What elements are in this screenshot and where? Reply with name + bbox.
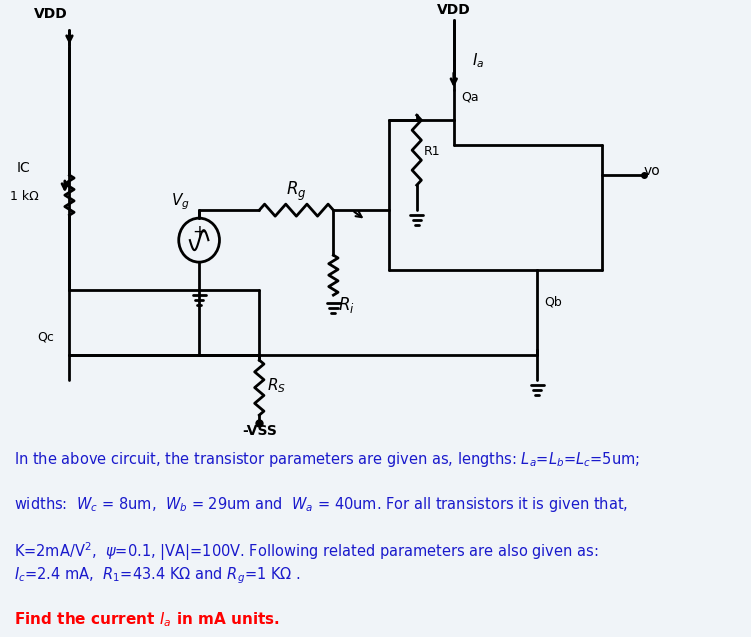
Text: $I_c$=2.4 mA,  $R_1$=43.4 KΩ and $R_g$=1 KΩ .: $I_c$=2.4 mA, $R_1$=43.4 KΩ and $R_g$=1 … bbox=[14, 565, 300, 585]
Text: -VSS: -VSS bbox=[242, 424, 276, 438]
Text: Qa: Qa bbox=[461, 90, 479, 103]
Text: vo: vo bbox=[644, 164, 660, 178]
Text: $R_g$: $R_g$ bbox=[286, 180, 306, 203]
Text: VDD: VDD bbox=[437, 3, 471, 17]
Text: $R_i$: $R_i$ bbox=[338, 295, 354, 315]
Text: 1 kΩ: 1 kΩ bbox=[11, 190, 39, 203]
Text: $I_a$: $I_a$ bbox=[472, 51, 484, 70]
Text: In the above circuit, the transistor parameters are given as, lengths: $L_a$=$L_: In the above circuit, the transistor par… bbox=[14, 450, 640, 469]
Text: +: + bbox=[192, 223, 206, 241]
Text: Qc: Qc bbox=[37, 330, 54, 343]
Text: Find the current $I_a$ in mA units.: Find the current $I_a$ in mA units. bbox=[14, 610, 280, 629]
Text: IC: IC bbox=[17, 161, 31, 175]
Text: $V_g$: $V_g$ bbox=[171, 191, 190, 212]
Text: VDD: VDD bbox=[34, 7, 68, 21]
Text: R1: R1 bbox=[424, 145, 441, 158]
Text: Qb: Qb bbox=[544, 295, 562, 308]
Text: widths:  $W_c$ = 8um,  $W_b$ = 29um and  $W_a$ = 40um. For all transistors it is: widths: $W_c$ = 8um, $W_b$ = 29um and $W… bbox=[14, 495, 628, 514]
Text: K=2mA/V$^2$,  $\psi$=0.1, |VA|=100V. Following related parameters are also given: K=2mA/V$^2$, $\psi$=0.1, |VA|=100V. Foll… bbox=[14, 540, 599, 562]
Text: $R_S$: $R_S$ bbox=[267, 376, 285, 395]
